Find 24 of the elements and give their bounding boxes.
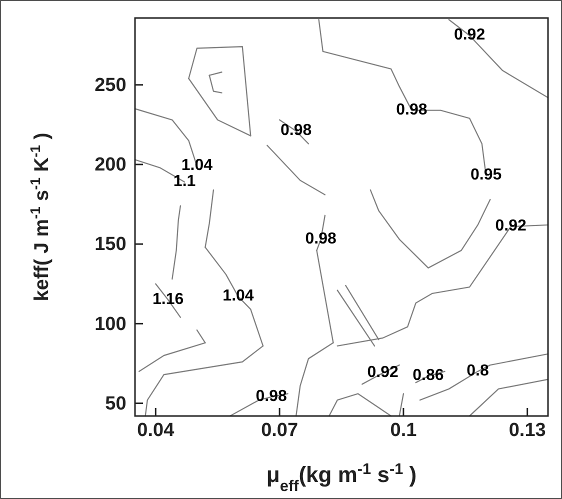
annotation: 1.1 [173, 173, 196, 190]
y-tick-label: 50 [105, 393, 126, 414]
x-tick-label: 0.07 [261, 420, 298, 442]
x-tick-label: 0.13 [508, 420, 546, 442]
x-tick-label: 0.04 [137, 420, 175, 442]
annotation: 0.92 [454, 26, 486, 44]
annotation: 0.98 [280, 122, 312, 140]
annotation: 1.16 [152, 291, 184, 308]
y-tick-label: 250 [94, 74, 126, 96]
annotation: 0.92 [495, 218, 526, 235]
y-tick-label: 200 [94, 154, 126, 176]
annotation: 0.8 [466, 362, 490, 380]
annotation: 1.04 [222, 288, 254, 305]
annotation: 1.04 [181, 157, 213, 174]
annotation: 0.98 [256, 388, 287, 406]
annotation: 0.86 [412, 367, 444, 384]
y-tick-label: 150 [94, 234, 126, 256]
annotation: 0.95 [470, 166, 502, 184]
annotation: 0.98 [396, 102, 428, 119]
x-tick-label: 0.1 [390, 420, 418, 442]
annotation: 0.92 [367, 364, 398, 382]
y-tick-label: 100 [94, 314, 126, 335]
x-axis-title: μ$_{eff}$(kg m$^{-1}$ s$^{-1}$ ) [266, 460, 417, 494]
annotation: 0.98 [305, 230, 337, 248]
